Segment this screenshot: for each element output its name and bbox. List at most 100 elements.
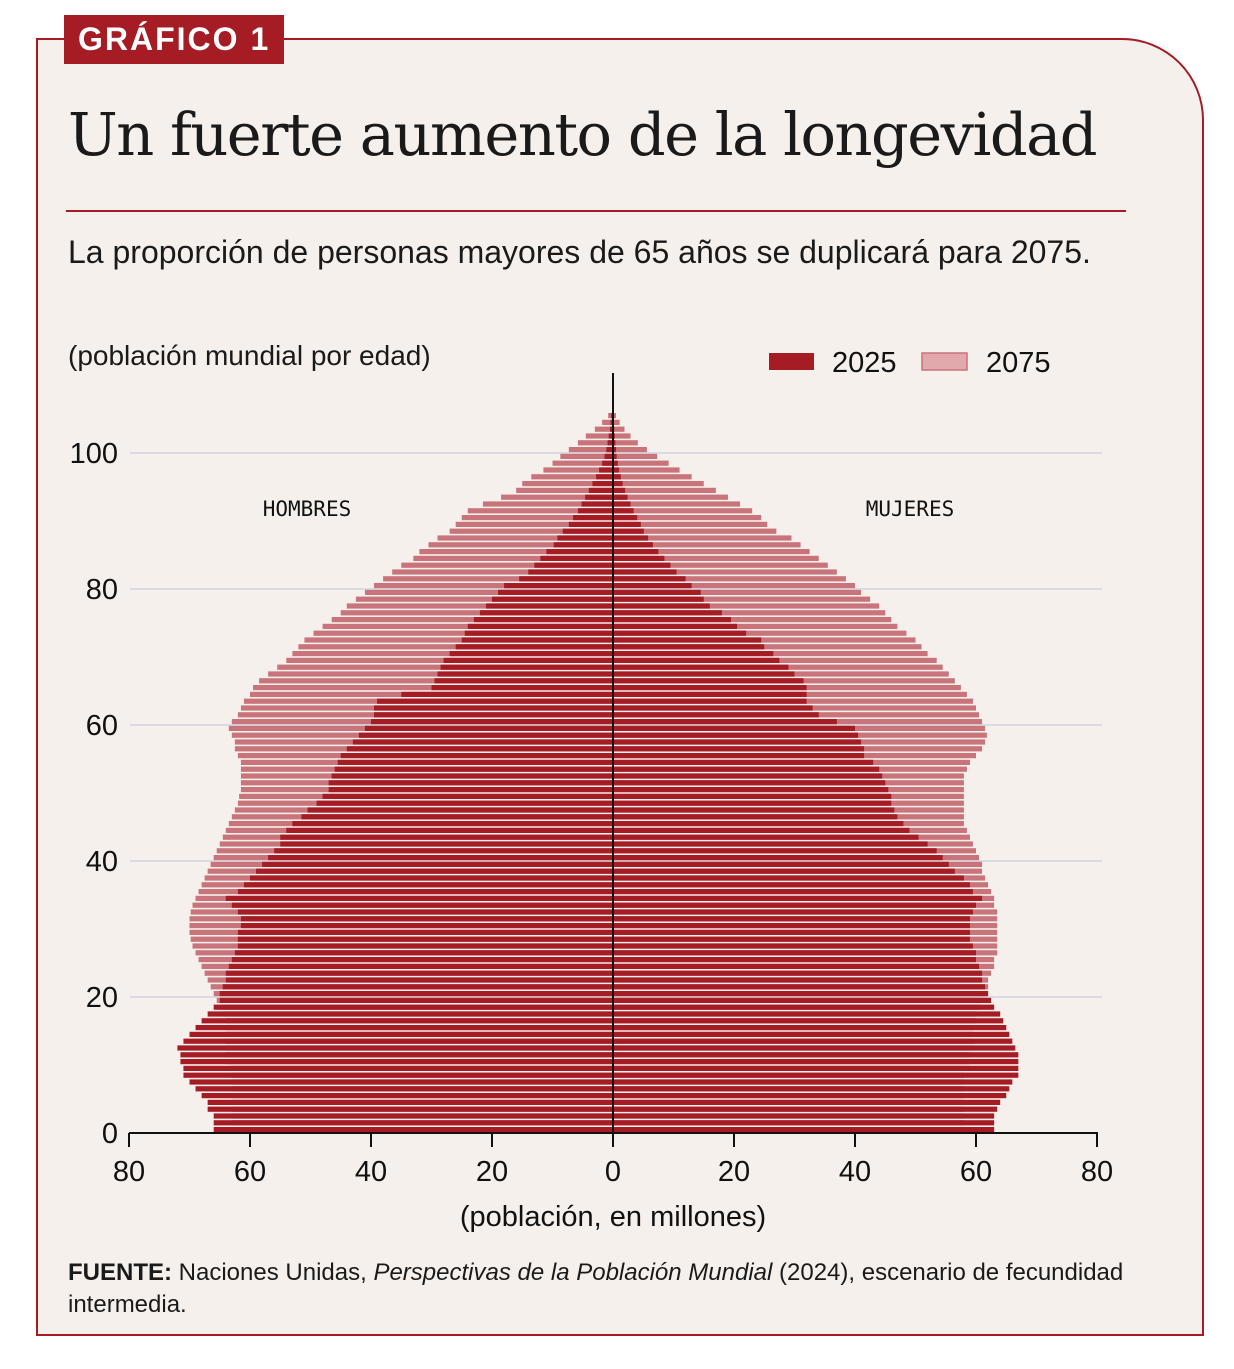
gridlines: [130, 452, 1102, 998]
bar-2025-women-age-23: [613, 970, 983, 976]
bar-2075-women-age-80: [613, 583, 855, 589]
x-tick-label-4: 0: [605, 1156, 621, 1188]
bar-2075-women-age-92: [613, 501, 741, 507]
bar-2075-men-age-100: [568, 447, 613, 453]
bar-2025-men-age-45: [292, 821, 613, 827]
bar-2075-women-age-103: [613, 426, 625, 432]
bar-2025-women-age-15: [613, 1025, 1007, 1031]
bar-2075-women-age-84: [613, 555, 819, 561]
bar-2025-men-age-86: [553, 542, 613, 548]
bar-2025-women-age-73: [613, 630, 747, 636]
bar-2075-women-age-78: [613, 596, 871, 602]
bar-2025-men-age-57: [352, 739, 613, 745]
bar-2025-women-age-27: [613, 943, 973, 949]
bar-2025-women-age-30: [613, 923, 970, 929]
bar-2025-men-age-15: [195, 1025, 614, 1031]
bar-2075-men-age-89: [455, 521, 613, 527]
bar-2025-men-age-59: [364, 725, 613, 731]
title-divider: [66, 210, 1126, 212]
bar-2025-men-age-60: [371, 719, 613, 725]
bar-2025-women-age-89: [613, 521, 641, 527]
bar-2025-women-age-59: [613, 725, 855, 731]
bar-2025-women-age-77: [613, 603, 710, 609]
bar-2025-women-age-33: [613, 902, 976, 908]
bar-2025-women-age-76: [613, 610, 722, 616]
bar-2025-men-age-91: [577, 508, 613, 514]
bar-2025-men-age-79: [498, 589, 613, 595]
bar-2075-women-age-101: [613, 440, 638, 446]
bar-2025-men-age-87: [557, 535, 613, 541]
bar-2025-men-age-97: [599, 467, 613, 473]
bar-2025-women-age-67: [613, 671, 795, 677]
bar-2075-women-age-73: [613, 630, 907, 636]
bar-2025-men-age-2: [213, 1113, 613, 1119]
bar-2025-women-age-90: [613, 515, 638, 521]
bar-2025-women-age-47: [613, 807, 895, 813]
bar-2075-men-age-80: [374, 583, 613, 589]
bar-2025-women-age-87: [613, 535, 649, 541]
bar-2025-men-age-69: [443, 657, 613, 663]
bar-2025-women-age-38: [613, 868, 955, 874]
bar-2025-women-age-79: [613, 589, 701, 595]
bar-2025-men-age-16: [201, 1018, 613, 1024]
source-publication: Perspectivas de la Población Mundial: [373, 1259, 773, 1286]
x-tick-label-3: 20: [476, 1156, 508, 1188]
y-tick-label-0: 0: [102, 1118, 118, 1150]
x-tick-label-7: 60: [960, 1156, 992, 1188]
bar-2025-women-age-28: [613, 936, 970, 942]
bar-2025-women-age-99: [613, 453, 617, 459]
bar-2025-women-age-22: [613, 977, 983, 983]
bar-2025-women-age-75: [613, 617, 731, 623]
axis-ticks: 80 60 40 20 0 20 40 60 80 0 20 40 60 80 100: [70, 438, 1114, 1188]
bar-2025-men-age-77: [485, 603, 613, 609]
bar-2025-women-age-19: [613, 997, 992, 1003]
x-tick-label-1: 60: [234, 1156, 266, 1188]
bar-2075-men-age-90: [461, 515, 613, 521]
bar-2025-men-age-100: [606, 447, 613, 453]
bar-2025-men-age-44: [286, 827, 613, 833]
bar-2025-men-age-24: [228, 963, 613, 969]
bar-2075-men-age-72: [304, 637, 613, 643]
bar-2025-men-age-78: [492, 596, 613, 602]
bar-2075-men-age-103: [594, 426, 613, 432]
bar-2025-women-age-84: [613, 555, 665, 561]
bar-2025-women-age-10: [613, 1059, 1019, 1065]
bar-2025-women-age-43: [613, 834, 919, 840]
bar-2075-men-age-102: [585, 433, 613, 439]
bar-2025-men-age-104: [610, 419, 613, 425]
bar-2025-men-age-83: [534, 562, 613, 568]
bar-2025-men-age-61: [374, 712, 613, 718]
bar-2025-women-age-7: [613, 1079, 1013, 1085]
bar-2075-women-age-72: [613, 637, 916, 643]
bar-2025-men-age-10: [180, 1059, 614, 1065]
bar-2025-men-age-17: [207, 1011, 613, 1017]
bar-2075-men-age-96: [531, 474, 613, 480]
legend-label-2075: 2075: [986, 347, 1051, 379]
bar-2025-women-age-69: [613, 657, 780, 663]
x-axis-title: (población, en millones): [460, 1201, 766, 1233]
bar-2025-men-age-93: [585, 494, 613, 500]
bar-2025-men-age-20: [219, 991, 613, 997]
bar-2025-men-age-49: [322, 793, 613, 799]
bar-2025-men-age-102: [608, 433, 613, 439]
bar-2025-men-age-40: [268, 855, 613, 861]
side-label-men: HOMBRES: [263, 497, 352, 521]
y-tick-label-60: 60: [86, 710, 118, 742]
bar-2025-women-age-54: [613, 759, 874, 765]
bar-2025-men-age-35: [237, 889, 613, 895]
bar-2025-women-age-52: [613, 773, 883, 779]
bar-2025-men-age-55: [340, 753, 613, 759]
bar-2075-men-age-104: [602, 419, 613, 425]
bar-2025-women-age-2: [613, 1113, 995, 1119]
bar-2025-men-age-9: [183, 1065, 613, 1071]
bar-2025-men-age-3: [207, 1106, 613, 1112]
bar-2025-women-age-80: [613, 583, 692, 589]
bar-2025-men-age-56: [346, 746, 613, 752]
bar-2025-women-age-71: [613, 644, 765, 650]
figure-tag: GRÁFICO 1: [64, 15, 285, 64]
bar-2025-men-age-19: [219, 997, 613, 1003]
bar-2025-men-age-84: [540, 555, 613, 561]
bar-2025-men-age-67: [437, 671, 613, 677]
bar-2025-men-age-12: [177, 1045, 613, 1051]
bar-2025-women-age-97: [613, 467, 620, 473]
